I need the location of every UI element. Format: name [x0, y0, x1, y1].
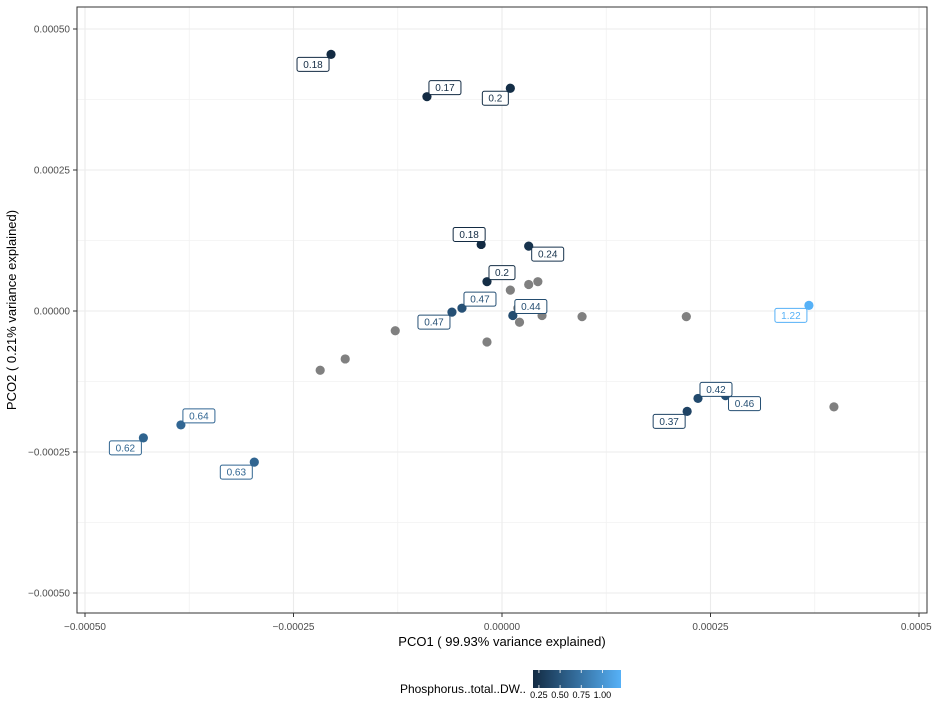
legend: Phosphorus..total..DW.. 0.25 0.50 0.75 1.00 — [400, 670, 621, 700]
point-label-box — [481, 90, 509, 106]
point-label: 0.47 — [417, 314, 451, 330]
data-point-na — [533, 277, 543, 287]
point-label-text: 0.46 — [735, 399, 755, 410]
data-point — [682, 406, 692, 416]
point-label-box — [182, 408, 216, 424]
point-label: 0.18 — [452, 226, 486, 242]
x-axis-title: PCO1 ( 99.93% variance explained) — [398, 634, 605, 649]
point-label-text: 0.47 — [424, 318, 444, 329]
data-point — [249, 457, 259, 467]
data-point — [326, 49, 336, 59]
data-point — [447, 307, 457, 317]
y-axis: 0.00050 0.00025 0.00000 −0.00025 −0.00050 — [28, 25, 77, 600]
point-label-text: 0.64 — [189, 411, 209, 422]
point-label-box — [728, 396, 762, 412]
data-point — [138, 433, 148, 443]
legend-tick-label: 0.75 — [572, 690, 590, 700]
data-point-na — [315, 365, 325, 375]
data-point-na — [514, 317, 525, 327]
point-label: 0.64 — [182, 408, 216, 424]
point-label: 0.17 — [428, 80, 462, 96]
data-point-na — [524, 279, 534, 290]
point-label-box — [514, 299, 548, 315]
data-point-na — [390, 326, 400, 336]
point-label-box — [296, 56, 330, 72]
y-tick-label: −0.00050 — [28, 589, 70, 600]
point-label-text: 1.22 — [781, 311, 801, 322]
legend-title: Phosphorus..total..DW.. — [400, 682, 526, 696]
point-label: 0.44 — [514, 299, 548, 315]
point-label-text: 0.42 — [706, 385, 726, 396]
grid — [77, 7, 927, 613]
point-label-text: 0.44 — [521, 302, 541, 313]
point-label: 0.2 — [481, 90, 509, 106]
x-tick-label: 0.00025 — [692, 622, 729, 633]
x-tick-label: −0.00025 — [273, 622, 315, 633]
point-label-box — [774, 307, 808, 323]
data-point-na — [829, 402, 839, 412]
point-label-box — [219, 464, 253, 480]
legend-tick-label: 1.00 — [594, 690, 612, 700]
y-tick-label: −0.00025 — [28, 448, 70, 459]
point-label-box — [463, 291, 497, 307]
data-point-na — [577, 312, 587, 322]
data-point — [505, 83, 515, 93]
point-label-text: 0.17 — [435, 83, 455, 94]
point-label-text: 0.2 — [495, 268, 509, 279]
legend-tick-label: 0.50 — [551, 690, 569, 700]
data-point — [804, 300, 814, 310]
data-point-na — [482, 337, 492, 347]
point-label-box — [652, 413, 686, 429]
point-label-text: 0.62 — [116, 443, 136, 454]
point-label: 0.37 — [652, 413, 686, 429]
y-tick-label: 0.00050 — [34, 25, 71, 36]
point-label: 0.47 — [463, 291, 497, 307]
point-label-box — [108, 440, 142, 456]
point-label-text: 0.24 — [538, 250, 558, 261]
legend-ticks: 0.25 0.50 0.75 1.00 — [530, 670, 611, 700]
point-label: 0.46 — [728, 396, 762, 412]
point-label-box — [699, 381, 733, 397]
point-label-text: 0.18 — [303, 60, 323, 71]
x-tick-label: 0.00050 — [901, 622, 932, 633]
legend-tick-label: 0.25 — [530, 690, 548, 700]
data-point-na — [681, 312, 691, 322]
x-tick-label: −0.00050 — [64, 622, 106, 633]
point-label-box — [531, 246, 565, 262]
point-label: 0.18 — [296, 56, 330, 72]
x-tick-label: 0.00000 — [484, 622, 521, 633]
data-point — [524, 241, 534, 251]
point-label-text: 0.47 — [470, 295, 490, 306]
point-label-box — [488, 265, 516, 281]
point-label-box — [428, 80, 462, 96]
y-axis-title: PCO2 ( 0.21% variance explained) — [4, 210, 19, 410]
data-point-na — [505, 285, 515, 295]
point-label-box — [417, 314, 451, 330]
data-point-na — [340, 354, 350, 364]
point-label: 0.24 — [531, 246, 565, 262]
point-label-text: 0.18 — [459, 230, 479, 241]
data-point — [476, 239, 486, 250]
point-label: 1.22 — [774, 307, 808, 323]
point-label-box — [452, 226, 486, 242]
point-label-text: 0.63 — [227, 468, 247, 479]
y-tick-label: 0.00000 — [34, 307, 71, 318]
legend-colorbar — [533, 670, 621, 688]
point-label: 0.2 — [488, 265, 516, 281]
y-tick-label: 0.00025 — [34, 166, 71, 177]
point-label: 0.63 — [219, 464, 253, 480]
point-label-text: 0.2 — [488, 94, 502, 105]
point-label: 0.42 — [699, 381, 733, 397]
point-label: 0.62 — [108, 440, 142, 456]
point-label-text: 0.37 — [659, 417, 679, 428]
x-axis: −0.00050 −0.00025 0.00000 0.00025 0.00050 — [64, 613, 932, 633]
point-labels-layer: 0.18 0.17 0.2 0.18 0.24 0.2 0.47 0.47 0.44 1.22 0.… — [108, 56, 808, 480]
